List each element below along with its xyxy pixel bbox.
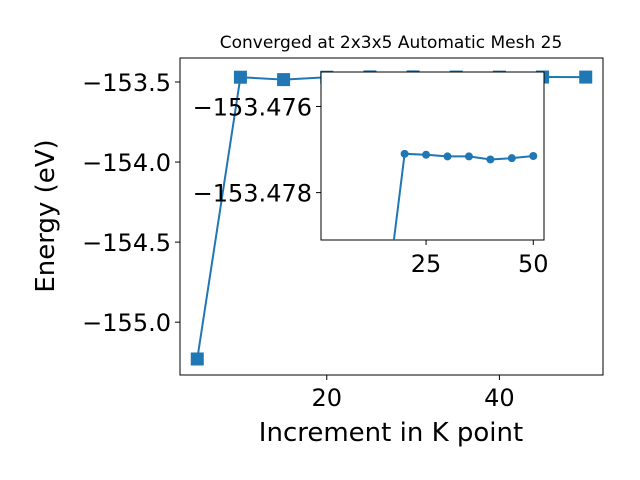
y-tick-label: −155.0 <box>82 309 171 337</box>
data-point-square <box>277 73 291 87</box>
x-tick-label: 20 <box>311 384 342 412</box>
inset-x-tick-label: 50 <box>518 250 549 278</box>
inset-chart: −153.478 −153.476 25 50 <box>193 71 549 278</box>
inset-x-ticks: 25 50 <box>411 240 549 278</box>
y-tick-label: −154.5 <box>82 229 171 257</box>
inset-x-tick-label: 25 <box>411 250 442 278</box>
inset-data-point <box>422 150 431 159</box>
inset-data-point <box>443 152 452 161</box>
data-point-square <box>579 70 593 84</box>
y-tick-label: −154.0 <box>82 149 171 177</box>
inset-y-ticks: −153.478 −153.476 <box>193 93 321 208</box>
main-x-ticks: 20 40 <box>311 375 515 412</box>
inset-data-point <box>507 154 516 163</box>
inset-data-point <box>529 152 538 160</box>
inset-y-tick-label: −153.478 <box>193 180 312 208</box>
data-point-square <box>233 70 247 84</box>
inset-data-point <box>486 155 495 164</box>
data-point-square <box>190 352 204 366</box>
main-y-ticks: −155.0 −154.5 −154.0 −153.5 <box>82 69 180 337</box>
inset-y-tick-label: −153.476 <box>193 93 312 121</box>
inset-data-point <box>464 152 473 161</box>
inset-data-point <box>400 149 409 158</box>
x-axis-label: Increment in K point <box>259 418 523 448</box>
inset-series-markers <box>400 149 538 164</box>
y-axis-label: Energy (eV) <box>31 139 61 292</box>
chart-title: Converged at 2x3x5 Automatic Mesh 25 <box>220 33 563 53</box>
x-tick-label: 40 <box>484 384 515 412</box>
y-tick-label: −153.5 <box>82 69 171 97</box>
